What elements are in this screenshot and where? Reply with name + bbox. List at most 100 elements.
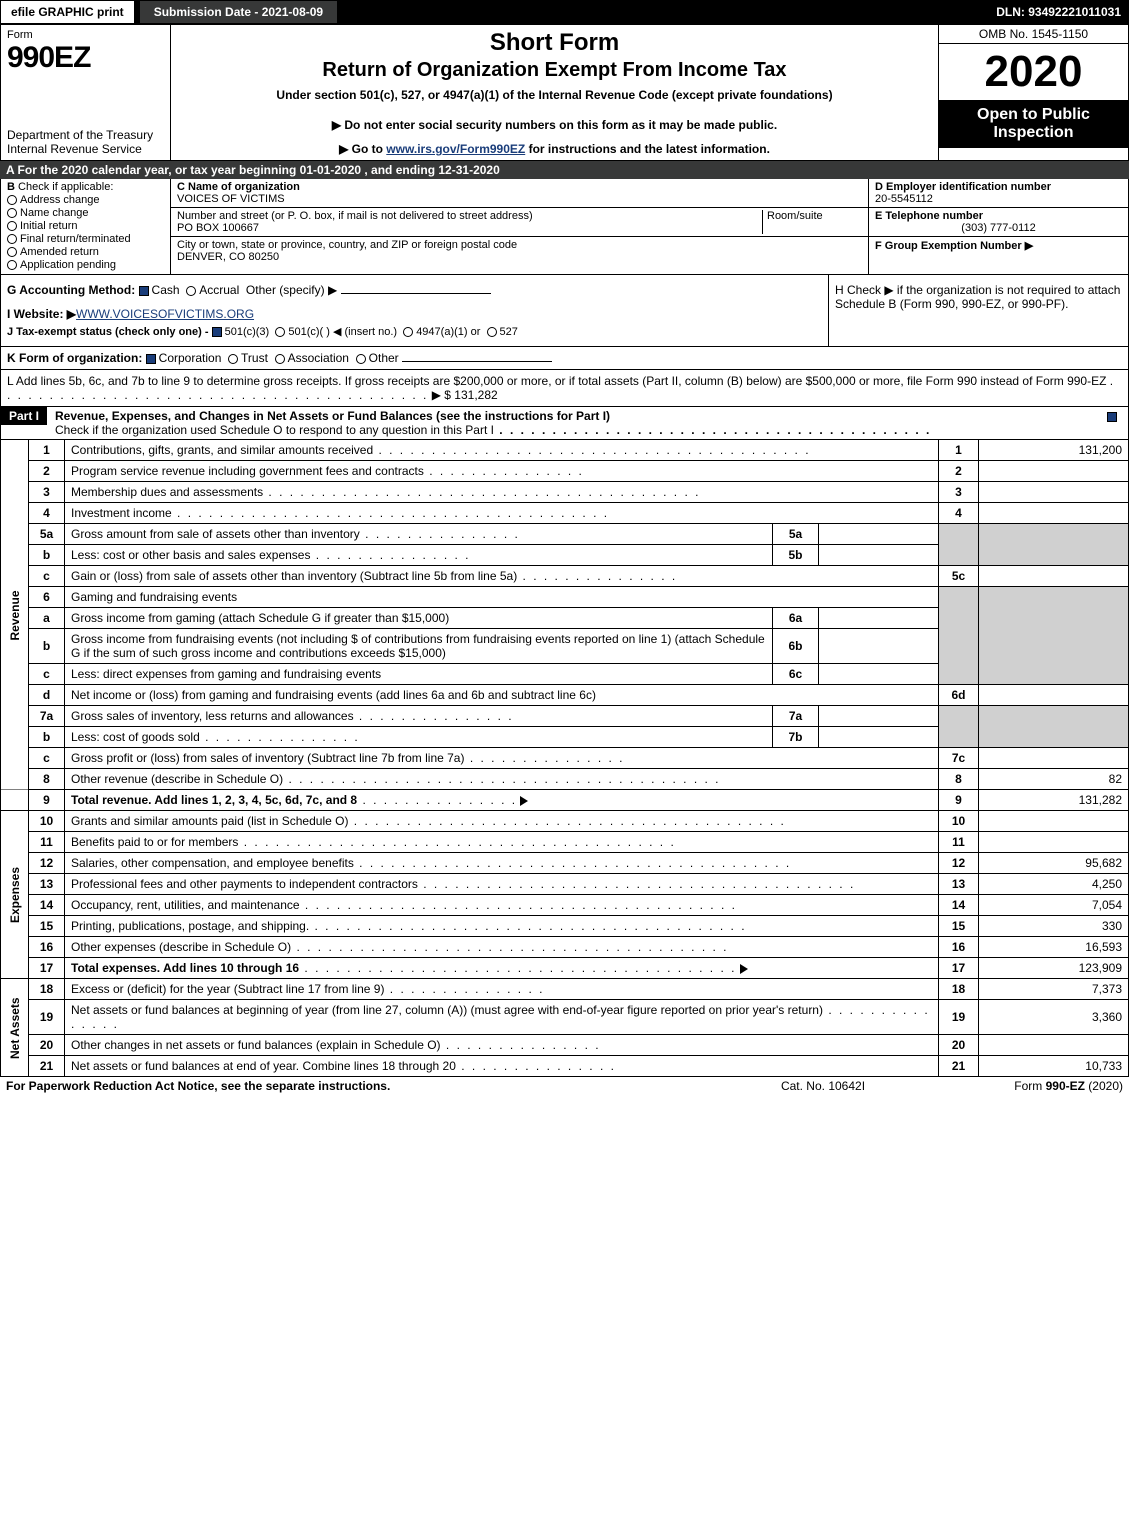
goto-link[interactable]: www.irs.gov/Form990EZ xyxy=(386,142,525,156)
g-other-blank[interactable] xyxy=(341,293,491,294)
j-4947: 4947(a)(1) or xyxy=(416,326,480,338)
row-11: 11Benefits paid to or for members11 xyxy=(1,832,1129,853)
c-addr-label: Number and street (or P. O. box, if mail… xyxy=(177,210,762,222)
tax-year: 2020 xyxy=(939,44,1128,100)
efile-print-button[interactable]: efile GRAPHIC print xyxy=(0,0,135,24)
side-revenue: Revenue xyxy=(1,440,29,790)
ssn-note: ▶ Do not enter social security numbers o… xyxy=(181,118,928,132)
row-21: 21Net assets or fund balances at end of … xyxy=(1,1056,1129,1077)
line-i: I Website: ▶WWW.VOICESOFVICTIMS.ORG xyxy=(7,307,822,321)
b-letter: B xyxy=(7,181,15,193)
header-left: Form 990EZ Department of the Treasury In… xyxy=(1,25,171,160)
b-opt-amended[interactable]: Amended return xyxy=(7,246,164,258)
form-header: Form 990EZ Department of the Treasury In… xyxy=(0,24,1129,161)
part1-desc: Revenue, Expenses, and Changes in Net As… xyxy=(47,407,1088,439)
e-label: E Telephone number xyxy=(875,210,1122,222)
b-opt-initial[interactable]: Initial return xyxy=(7,220,164,232)
b-opt-pending[interactable]: Application pending xyxy=(7,259,164,271)
row-20: 20Other changes in net assets or fund ba… xyxy=(1,1035,1129,1056)
row-5c: cGain or (loss) from sale of assets othe… xyxy=(1,566,1129,587)
dln-label: DLN: 93492221011031 xyxy=(988,0,1129,24)
g-other: Other (specify) ▶ xyxy=(246,283,337,297)
goto-post: for instructions and the latest informat… xyxy=(525,142,770,156)
ghij-block: G Accounting Method: Cash Accrual Other … xyxy=(0,275,1129,347)
row-8: 8Other revenue (describe in Schedule O)8… xyxy=(1,769,1129,790)
f-label: F Group Exemption Number ▶ xyxy=(875,239,1122,252)
row-19: 19Net assets or fund balances at beginni… xyxy=(1,1000,1129,1035)
j-501c3-checkbox[interactable] xyxy=(212,327,222,337)
top-bar: efile GRAPHIC print Submission Date - 20… xyxy=(0,0,1129,24)
submission-date: Submission Date - 2021-08-09 xyxy=(139,0,338,24)
d-label: D Employer identification number xyxy=(875,181,1122,193)
dept-irs: Internal Revenue Service xyxy=(7,142,164,156)
arrow-icon xyxy=(520,796,528,806)
website-link[interactable]: WWW.VOICESOFVICTIMS.ORG xyxy=(76,307,254,321)
k-corp: Corporation xyxy=(159,351,222,365)
c-name-value: VOICES OF VICTIMS xyxy=(177,193,862,205)
j-label: J Tax-exempt status (check only one) - xyxy=(7,326,209,338)
dept-treasury: Department of the Treasury xyxy=(7,128,164,142)
k-assoc-radio[interactable] xyxy=(275,354,285,364)
g-accrual: Accrual xyxy=(199,283,239,297)
h-text: H Check ▶ if the organization is not req… xyxy=(835,283,1120,311)
return-title: Return of Organization Exempt From Incom… xyxy=(181,59,928,82)
row-7c: cGross profit or (loss) from sales of in… xyxy=(1,748,1129,769)
i-label: I Website: ▶ xyxy=(7,307,76,321)
j-501c: 501(c)( ) ◀ (insert no.) xyxy=(288,326,397,338)
g-label: G Accounting Method: xyxy=(7,283,135,297)
footer-right: Form 990-EZ (2020) xyxy=(923,1079,1123,1093)
k-corp-checkbox[interactable] xyxy=(146,354,156,364)
j-527-radio[interactable] xyxy=(487,327,497,337)
under-section: Under section 501(c), 527, or 4947(a)(1)… xyxy=(181,88,928,102)
form-word: Form xyxy=(7,29,164,41)
b-check-if: Check if applicable: xyxy=(18,181,113,193)
c-city-label: City or town, state or province, country… xyxy=(177,239,862,251)
j-527: 527 xyxy=(500,326,518,338)
open-public: Open to Public Inspection xyxy=(939,100,1128,148)
section-c: C Name of organization VOICES OF VICTIMS… xyxy=(171,179,868,274)
b-opt-final[interactable]: Final return/terminated xyxy=(7,233,164,245)
part1-header: Part I Revenue, Expenses, and Changes in… xyxy=(0,407,1129,440)
part1-sub: Check if the organization used Schedule … xyxy=(55,423,494,437)
k-other-radio[interactable] xyxy=(356,354,366,364)
r1-amt: 131,200 xyxy=(979,440,1129,461)
section-b: B Check if applicable: Address change Na… xyxy=(1,179,171,274)
g-cash-checkbox[interactable] xyxy=(139,286,149,296)
c-name-label: C Name of organization xyxy=(177,181,862,193)
b-opt-name[interactable]: Name change xyxy=(7,207,164,219)
section-def: D Employer identification number 20-5545… xyxy=(868,179,1128,274)
row-1: Revenue 1 Contributions, gifts, grants, … xyxy=(1,440,1129,461)
j-4947-radio[interactable] xyxy=(403,327,413,337)
j-501c-radio[interactable] xyxy=(275,327,285,337)
b-opt-address[interactable]: Address change xyxy=(7,194,164,206)
footer-center: Cat. No. 10642I xyxy=(723,1079,923,1093)
r1-txt: Contributions, gifts, grants, and simila… xyxy=(71,443,373,457)
goto-line: ▶ Go to www.irs.gov/Form990EZ for instru… xyxy=(181,142,928,156)
arrow-icon xyxy=(740,964,748,974)
part1-check[interactable] xyxy=(1088,407,1128,439)
c-city-value: DENVER, CO 80250 xyxy=(177,251,862,263)
k-trust-radio[interactable] xyxy=(228,354,238,364)
side-netassets: Net Assets xyxy=(1,979,29,1077)
omb-number: OMB No. 1545-1150 xyxy=(939,25,1128,44)
k-other-blank[interactable] xyxy=(402,361,552,362)
lines-table: Revenue 1 Contributions, gifts, grants, … xyxy=(0,440,1129,1077)
row-5a: 5aGross amount from sale of assets other… xyxy=(1,524,1129,545)
page-footer: For Paperwork Reduction Act Notice, see … xyxy=(0,1077,1129,1095)
g-accrual-radio[interactable] xyxy=(186,286,196,296)
row-4: 4Investment income4 xyxy=(1,503,1129,524)
row-2: 2Program service revenue including gover… xyxy=(1,461,1129,482)
row-13: 13Professional fees and other payments t… xyxy=(1,874,1129,895)
h-right: H Check ▶ if the organization is not req… xyxy=(828,275,1128,346)
k-trust: Trust xyxy=(241,351,268,365)
line-j: J Tax-exempt status (check only one) - 5… xyxy=(7,325,822,338)
l-text: L Add lines 5b, 6c, and 7b to line 9 to … xyxy=(7,374,1106,388)
gij-left: G Accounting Method: Cash Accrual Other … xyxy=(1,275,828,346)
r1-ln: 1 xyxy=(939,440,979,461)
side-expenses: Expenses xyxy=(1,811,29,979)
row-3: 3Membership dues and assessments3 xyxy=(1,482,1129,503)
short-form-title: Short Form xyxy=(181,29,928,57)
k-label: K Form of organization: xyxy=(7,351,142,365)
form-code: 990EZ xyxy=(7,41,164,75)
row-6d: dNet income or (loss) from gaming and fu… xyxy=(1,685,1129,706)
